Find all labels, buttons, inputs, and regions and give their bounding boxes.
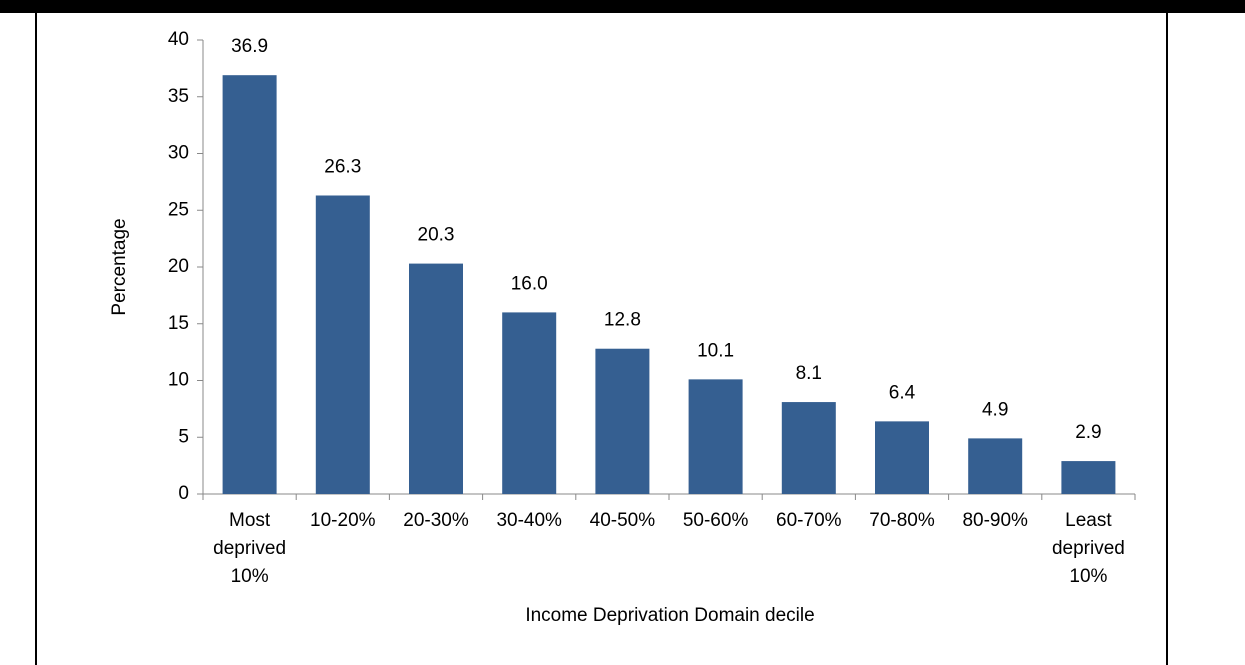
y-axis-label: Percentage — [109, 218, 130, 315]
bar — [502, 312, 557, 494]
x-tick-label: 70-80% — [869, 510, 935, 531]
bar — [781, 402, 836, 494]
bar — [409, 263, 463, 494]
frame — [35, 0, 1168, 665]
value-label: 16.0 — [511, 273, 548, 294]
bar — [222, 75, 277, 494]
value-label: 26.3 — [324, 157, 361, 178]
x-tick-label: 60-70% — [776, 510, 842, 531]
x-axis-label: Income Deprivation Domain decile — [525, 605, 814, 626]
value-label: 2.9 — [1075, 422, 1101, 443]
y-tick-label: 5 — [178, 426, 189, 447]
x-tick-label: 80-90% — [962, 510, 1028, 531]
y-tick-label: 15 — [168, 313, 189, 334]
bar — [875, 421, 929, 494]
x-tick-label: 40-50% — [590, 510, 656, 531]
y-tick-label: 35 — [168, 86, 189, 107]
y-tick-label: 0 — [178, 483, 189, 504]
value-label: 20.3 — [418, 225, 455, 246]
value-label: 10.1 — [697, 340, 734, 361]
value-label: 36.9 — [231, 36, 268, 57]
value-label: 4.9 — [982, 399, 1008, 420]
y-tick-label: 10 — [168, 370, 189, 391]
x-tick-label: Least deprived 10% — [1052, 510, 1125, 587]
bar — [968, 438, 1023, 494]
bar — [595, 348, 650, 494]
bar — [688, 379, 743, 494]
x-tick-label: 50-60% — [683, 510, 749, 531]
value-label: 8.1 — [796, 363, 822, 384]
x-tick-label: Most deprived 10% — [213, 510, 286, 587]
title-band — [0, 0, 1245, 13]
y-tick-label: 40 — [168, 29, 189, 50]
y-tick-label: 20 — [168, 256, 189, 277]
y-tick-label: 30 — [168, 143, 189, 164]
value-label: 12.8 — [604, 310, 641, 331]
x-tick-label: 10-20% — [310, 510, 376, 531]
y-tick-label: 25 — [168, 199, 189, 220]
bar — [1061, 461, 1116, 494]
value-label: 6.4 — [889, 382, 916, 403]
x-tick-label: 20-30% — [403, 510, 469, 531]
x-tick-label: 30-40% — [496, 510, 562, 531]
bar — [315, 195, 370, 494]
